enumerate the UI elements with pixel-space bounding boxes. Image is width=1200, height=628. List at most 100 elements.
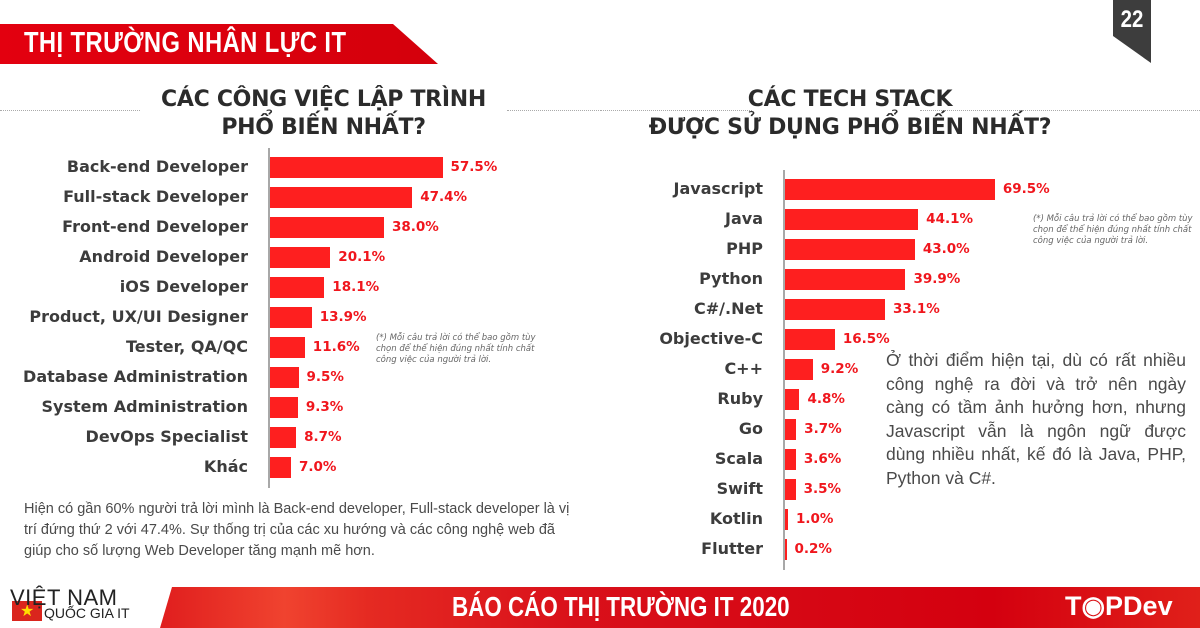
chart-row: Khác [0,453,248,483]
page-number-tag: 22 [1113,0,1151,63]
value-label: 39.9% [913,271,961,287]
section-title: THỊ TRƯỜNG NHÂN LỰC IT [24,27,347,59]
divider [507,110,599,111]
value-label: 38.0% [392,219,439,235]
chart-row: iOS Developer [0,273,248,303]
chart-row: Kotlin [0,505,763,535]
chart-row: Javascript [0,175,763,205]
chart-row: C++ [0,355,763,385]
bar [785,389,800,410]
value-label: 13.9% [319,309,367,325]
divider [0,110,140,111]
bar [270,157,443,178]
value-label: 20.1% [338,249,386,265]
chart-row: Ruby [0,385,763,415]
vietnam-flag-icon: ★ [12,601,42,621]
category-label: Full-stack Developer [63,187,248,206]
chart-row: Product, UX/UI Designer [0,303,248,333]
category-label: DevOps Specialist [85,427,248,446]
logo-subtitle: QUỐC GIA IT [44,605,130,621]
right-chart-axis [783,170,785,570]
category-label: Objective-C [659,329,763,348]
bar [270,367,299,388]
chart-row: Scala [0,445,763,475]
category-label: Flutter [701,539,763,558]
bar [785,269,906,290]
section-banner: THỊ TRƯỜNG NHÂN LỰC IT [0,24,438,64]
category-label: Java [725,209,763,228]
category-label: Database Administration [23,367,248,386]
page-number: 22 [1120,6,1144,33]
bar [270,187,413,208]
bar [270,247,331,268]
chart-row: Objective-C [0,325,763,355]
bar [270,337,305,358]
value-label: 33.1% [892,301,940,317]
value-label: 43.0% [922,241,970,257]
right-summary-paragraph: Ở thời điểm hiện tại, dù có rất nhiều cô… [886,350,1186,488]
category-label: Back-end Developer [66,157,248,176]
value-label: 7.0% [299,459,337,475]
chart-row: DevOps Specialist [0,423,248,453]
category-label: Python [699,269,763,288]
category-label: PHP [726,239,763,258]
bar [785,539,787,560]
category-label: Android Developer [79,247,248,266]
value-label: 69.5% [1002,181,1050,197]
category-label: Go [738,419,763,438]
value-label: 3.7% [804,421,842,437]
value-label: 18.1% [332,279,380,295]
bar [270,397,298,418]
category-label: Kotlin [709,509,763,528]
chart-row: Full-stack Developer [0,183,248,213]
value-label: 4.8% [807,391,845,407]
value-label: 16.5% [842,331,890,347]
value-label: 1.0% [796,511,834,527]
left-chart-axis [268,148,270,488]
bar [785,179,995,200]
chart-row: Go [0,415,763,445]
value-label: 8.7% [304,429,342,445]
value-label: 9.5% [306,369,344,385]
bar [785,359,813,380]
bar [785,419,797,440]
chart-row: C#/.Net [0,295,763,325]
left-chart-footnote: (*) Mỗi câu trả lời có thể bao gồm tùy c… [376,333,536,365]
chart-row: Swift [0,475,763,505]
category-label: Product, UX/UI Designer [29,307,248,326]
topdev-logo: T◉PDev [1065,591,1173,621]
left-chart-title: CÁC CÔNG VIỆC LẬP TRÌNH PHỔ BIẾN NHẤT? [161,87,486,140]
value-label: 57.5% [450,159,498,175]
value-label: 9.3% [305,399,344,415]
bar [785,479,796,500]
value-label: 47.4% [420,189,468,205]
chart-row: Android Developer [0,243,248,273]
bar [785,239,915,260]
left-summary-paragraph: Hiện có gần 60% người trả lời mình là Ba… [24,501,570,559]
chart-row: Database Administration [0,363,248,393]
chart-row: Java [0,205,763,235]
value-label: 11.6% [312,339,360,355]
category-label: Front-end Developer [62,217,248,236]
chart-row: Tester, QA/QC [0,333,248,363]
value-label: 9.2% [820,361,859,377]
category-label: Tester, QA/QC [125,337,248,356]
chart-row: Front-end Developer [0,213,248,243]
report-title: BÁO CÁO THỊ TRƯỜNG IT 2020 [452,591,790,622]
category-label: C++ [724,359,763,378]
chart-row: PHP [0,235,763,265]
chart-row: Flutter [0,535,763,565]
right-chart-title: CÁC TECH STACK ĐƯỢC SỬ DỤNG PHỔ BIẾN NHẤ… [648,87,1052,140]
right-chart-footnote: (*) Mỗi câu trả lời có thể bao gồm tùy c… [1033,214,1193,246]
bar [785,329,835,350]
bar [785,449,796,470]
value-label: 3.5% [803,481,842,497]
value-label: 3.6% [803,451,842,467]
bar [270,307,312,328]
chart-row: Back-end Developer [0,153,248,183]
chart-row: Python [0,265,763,295]
category-label: C#/.Net [694,299,763,318]
category-label: Ruby [717,389,763,408]
bar [270,427,297,448]
divider [600,110,752,111]
